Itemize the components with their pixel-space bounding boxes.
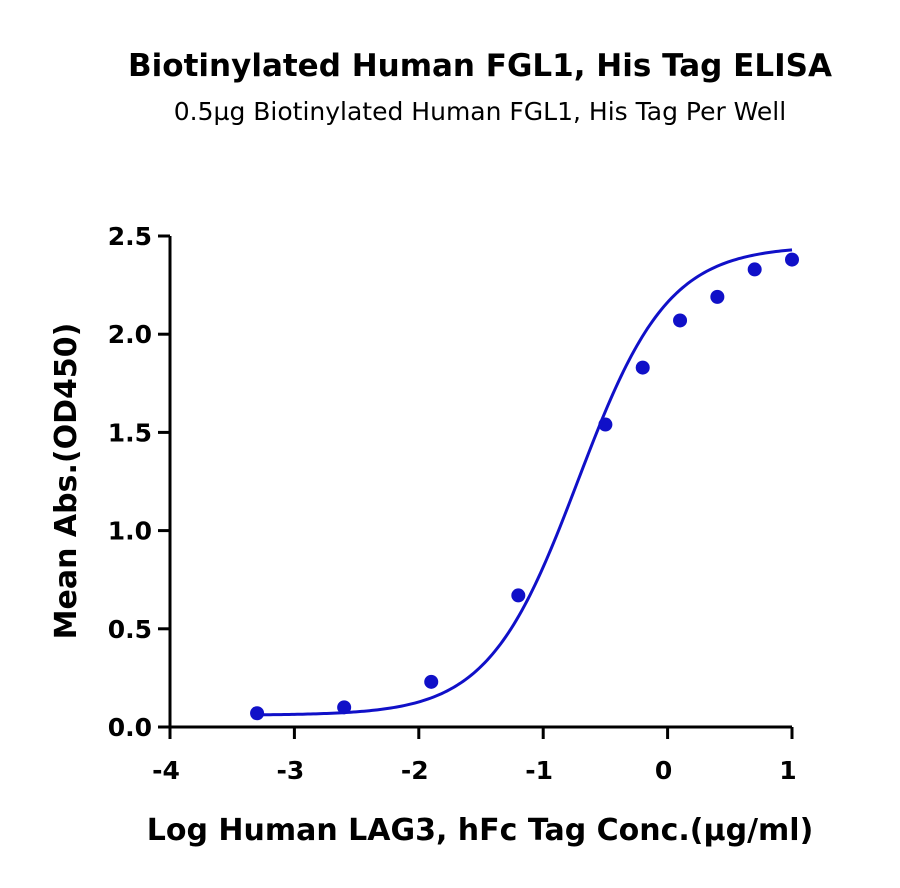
y-tick-label: 1.0	[108, 517, 152, 546]
x-tick-label: 1	[779, 756, 796, 785]
data-point	[424, 674, 439, 689]
y-tick-label: 1.5	[108, 418, 152, 447]
fit-curve	[257, 248, 793, 717]
data-point	[250, 706, 265, 721]
x-tick-label: -1	[525, 756, 553, 785]
x-tick-label: -3	[277, 756, 305, 785]
data-point	[337, 700, 352, 715]
y-tick-label: 2.5	[108, 222, 152, 251]
x-tick-label: -2	[401, 756, 429, 785]
chart-subtitle: 0.5µg Biotinylated Human FGL1, His Tag P…	[174, 97, 786, 126]
data-point	[635, 360, 650, 375]
x-tick-label: 0	[655, 756, 672, 785]
data-point	[747, 262, 762, 277]
y-ticks: 0.0 0.5 1.0 1.5 2.0 2.5	[108, 222, 170, 742]
plot-area: 0.0 0.5 1.0 1.5 2.0 2.5 -4 -3 -2 -1 0 1	[108, 222, 799, 785]
data-point	[710, 289, 725, 304]
y-tick-label: 0.0	[108, 713, 152, 742]
x-ticks: -4 -3 -2 -1 0 1	[152, 727, 797, 785]
chart-title: Biotinylated Human FGL1, His Tag ELISA	[128, 48, 832, 84]
data-point	[785, 252, 799, 267]
data-point	[673, 313, 688, 328]
data-point	[511, 588, 526, 603]
x-tick-label: -4	[152, 756, 180, 785]
y-axis-label: Mean Abs.(OD450)	[49, 323, 84, 640]
data-point	[598, 417, 613, 432]
y-tick-label: 0.5	[108, 615, 152, 644]
x-axis-label: Log Human LAG3, hFc Tag Conc.(µg/ml)	[147, 813, 814, 848]
y-tick-label: 2.0	[108, 320, 152, 349]
data-points	[250, 252, 799, 721]
